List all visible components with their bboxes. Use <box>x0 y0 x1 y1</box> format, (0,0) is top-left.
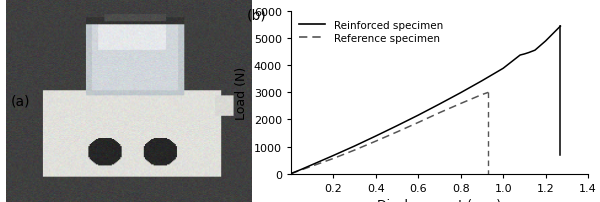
Text: (a): (a) <box>11 94 31 108</box>
Text: (b): (b) <box>247 9 266 23</box>
Legend: Reinforced specimen, Reference specimen: Reinforced specimen, Reference specimen <box>296 17 446 46</box>
X-axis label: Displacement (mm): Displacement (mm) <box>377 198 502 202</box>
Y-axis label: Load (N): Load (N) <box>235 66 248 119</box>
